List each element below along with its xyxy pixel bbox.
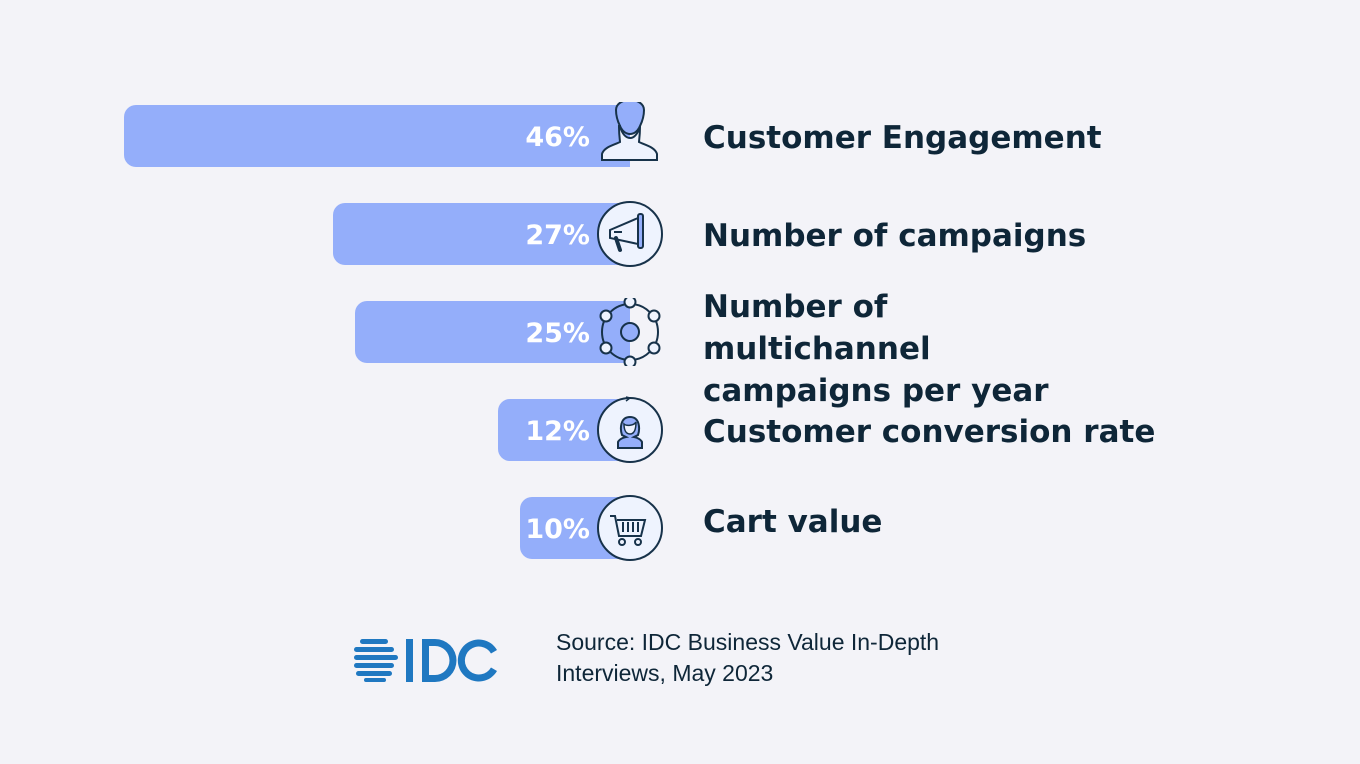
source-note: Source: IDC Business Value In-Depth Inte… [556,629,940,686]
bar-chart: 46% Customer Engagement 27% Number of campa… [124,102,1156,561]
value-label: 46% [525,122,590,153]
value-label: 12% [525,416,590,447]
value-label: 10% [525,514,590,545]
category-label: Customer Engagement [703,120,1102,156]
bar-1 [124,105,630,167]
value-label: 25% [525,318,590,349]
category-label: Number of multichannel campaigns per yea… [703,289,1049,409]
category-label: Customer conversion rate [703,414,1156,450]
category-label: Number of campaigns [703,218,1087,254]
shopping-cart-icon [597,495,663,561]
network-icon [599,298,661,366]
bar-3 [355,301,630,363]
person-icon [601,102,658,161]
idc-logo [354,639,497,682]
category-label: Cart value [703,504,883,540]
bar-2 [333,203,630,265]
value-label: 27% [525,220,590,251]
megaphone-icon [597,201,663,267]
customer-cycle-icon [597,396,663,463]
